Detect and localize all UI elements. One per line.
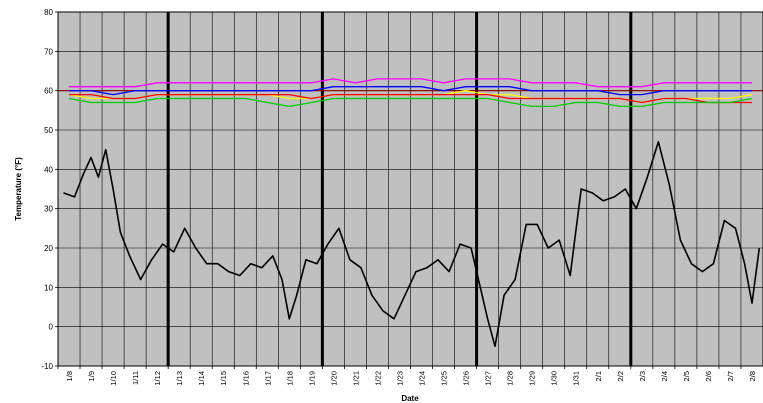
y-tick-label: 80 <box>44 8 53 17</box>
series-line-3 <box>69 93 752 104</box>
x-tick-label: 1/10 <box>109 371 118 386</box>
x-tick-label: 2/6 <box>704 371 713 381</box>
week-separators <box>166 12 633 366</box>
y-tick-label: 0 <box>49 323 54 332</box>
x-tick-label: 2/7 <box>726 371 735 381</box>
x-tick-label: 1/8 <box>65 371 74 381</box>
x-tick-label: 2/4 <box>660 371 669 381</box>
x-tick-label: 1/25 <box>440 371 449 386</box>
x-tick-label: 1/14 <box>197 371 206 386</box>
x-tick-label: 2/5 <box>682 371 691 381</box>
x-axis-title: Date <box>401 394 419 403</box>
y-tick-label: 40 <box>44 165 53 174</box>
x-tick-label: 1/29 <box>528 371 537 386</box>
y-tick-label: 70 <box>44 47 53 56</box>
x-tick-label: 1/16 <box>241 371 250 386</box>
x-tick-label: 1/22 <box>373 371 382 386</box>
x-tick-label: 1/17 <box>263 371 272 386</box>
x-tick-label: 1/27 <box>484 371 493 386</box>
y-axis-title: Temperature (°F) <box>14 157 23 221</box>
x-tick-label: 1/9 <box>87 371 96 381</box>
x-tick-label: 2/8 <box>748 371 757 381</box>
x-tick-label: 1/21 <box>351 371 360 386</box>
x-tick-label: 1/30 <box>550 371 559 386</box>
x-tick-label: 2/3 <box>638 371 647 381</box>
x-tick-label: 1/28 <box>506 371 515 386</box>
series-line-4 <box>68 97 753 108</box>
y-tick-label: 30 <box>44 205 53 214</box>
x-tick-label: 1/23 <box>395 371 404 386</box>
x-tick-label: 1/18 <box>285 371 294 386</box>
y-tick-label: 60 <box>44 87 53 96</box>
y-tick-label: -10 <box>41 362 53 371</box>
x-tick-label: 1/24 <box>418 371 427 386</box>
x-tick-label: 1/19 <box>307 371 316 386</box>
y-axis-ticks: -10 0 10 20 30 40 50 60 70 80 <box>41 8 58 371</box>
x-tick-label: 2/1 <box>594 371 603 381</box>
y-tick-label: 10 <box>44 283 53 292</box>
series-line-1 <box>69 86 752 96</box>
series-layer <box>58 78 763 348</box>
x-axis-ticks: 1/8 1/9 1/10 1/11 1/12 1/13 1/14 1/15 1/16 1/17 1/… <box>57 366 757 386</box>
x-tick-label: 1/13 <box>175 371 184 386</box>
series-line-0 <box>69 78 752 88</box>
series-line-5 <box>63 141 761 348</box>
x-tick-label: 1/12 <box>153 371 162 386</box>
x-tick-label: 1/31 <box>572 371 581 386</box>
x-tick-label: 1/15 <box>219 371 228 386</box>
x-tick-label: 1/11 <box>131 371 140 385</box>
x-tick-label: 1/26 <box>462 371 471 386</box>
y-tick-label: 20 <box>44 244 53 253</box>
x-tick-label: 1/20 <box>329 371 338 386</box>
x-tick-label: 2/2 <box>616 371 625 381</box>
y-tick-label: 50 <box>44 126 53 135</box>
